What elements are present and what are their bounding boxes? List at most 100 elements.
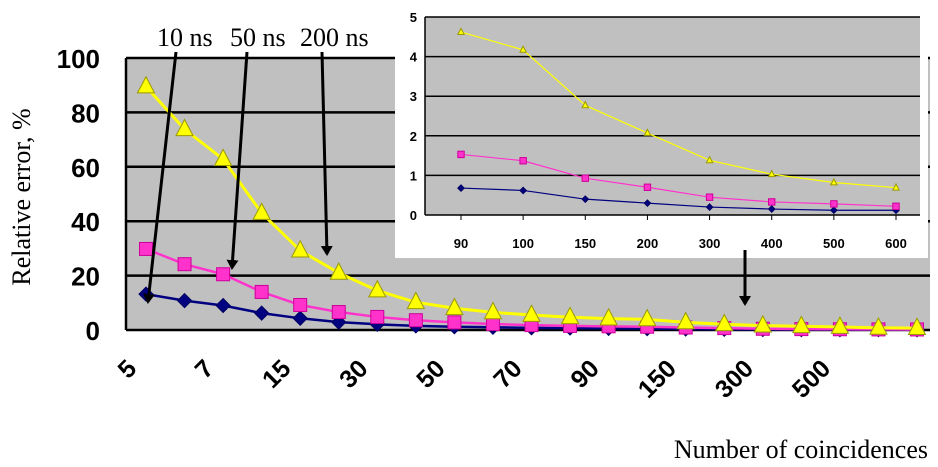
x-tick-label: 7 bbox=[190, 354, 220, 384]
inset-data-point bbox=[768, 198, 776, 206]
y-tick-label: 0 bbox=[86, 316, 100, 346]
inset-x-tick-label: 400 bbox=[761, 236, 783, 251]
inset-y-tick-label: 0 bbox=[410, 208, 417, 223]
x-tick-label: 300 bbox=[710, 354, 759, 403]
inset-plot: 0 1 2 3 4 5 90 100 150 200 300 400 500 600 bbox=[395, 10, 928, 258]
data-point bbox=[447, 315, 462, 330]
x-tick-label: 150 bbox=[633, 354, 682, 403]
inset-plot-area bbox=[425, 17, 920, 215]
annotation-label: 50 ns bbox=[230, 23, 286, 52]
data-point bbox=[175, 118, 194, 137]
data-point bbox=[830, 316, 850, 334]
y-axis-label: Relative error, % bbox=[7, 108, 36, 285]
data-point bbox=[139, 241, 153, 256]
inset-series-200-ns bbox=[456, 27, 901, 191]
inset-y-tick-label: 4 bbox=[410, 50, 418, 65]
data-point bbox=[370, 309, 385, 324]
inset-data-point bbox=[457, 150, 465, 159]
inset-data-point bbox=[581, 174, 589, 182]
x-tick-label: 70 bbox=[488, 354, 527, 393]
inset-x-tick-label: 500 bbox=[823, 236, 845, 251]
inset-data-point bbox=[643, 128, 652, 136]
data-point bbox=[176, 292, 193, 309]
data-point bbox=[290, 239, 310, 258]
y-tick-label: 80 bbox=[71, 98, 100, 128]
inset-series-line bbox=[460, 31, 897, 189]
x-tick-label: 5 bbox=[113, 354, 143, 384]
inset-data-point bbox=[767, 205, 776, 213]
inset-data-point bbox=[519, 157, 527, 165]
data-point bbox=[753, 314, 773, 333]
annotation-label: 10 ns bbox=[157, 23, 213, 52]
inset-data-point bbox=[767, 169, 776, 178]
data-point bbox=[216, 267, 231, 282]
y-tick-label: 60 bbox=[71, 153, 100, 183]
inset-y-tick-label: 2 bbox=[410, 129, 417, 144]
annotations: 10 ns 50 ns 200 ns bbox=[142, 23, 751, 306]
inset-x-tick-label: 150 bbox=[574, 236, 596, 251]
x-axis-label: Number of coincidences bbox=[674, 435, 928, 464]
data-point bbox=[331, 305, 346, 320]
x-tick-label: 50 bbox=[411, 354, 450, 393]
inset-data-point bbox=[891, 182, 901, 191]
y-tick-label: 40 bbox=[71, 207, 100, 237]
inset-series-line bbox=[460, 187, 896, 211]
data-point bbox=[253, 305, 270, 321]
inset-data-point bbox=[519, 186, 528, 195]
data-point bbox=[213, 148, 233, 167]
data-point bbox=[292, 310, 308, 327]
data-point bbox=[445, 297, 464, 316]
data-point bbox=[367, 279, 387, 298]
data-point bbox=[522, 304, 541, 322]
annotation-label: 200 ns bbox=[300, 23, 369, 52]
data-point bbox=[792, 315, 811, 334]
x-tick-label: 15 bbox=[257, 354, 297, 394]
inset-x-tick-label: 90 bbox=[454, 236, 468, 251]
inset-x-tick-label: 100 bbox=[512, 236, 534, 251]
inset-series-10-ns bbox=[457, 184, 900, 215]
inset-y-tick-label: 3 bbox=[410, 89, 417, 104]
inset-data-point bbox=[457, 184, 465, 192]
data-point bbox=[485, 317, 500, 332]
y-tick-label: 100 bbox=[57, 44, 100, 74]
inset-series-line bbox=[460, 153, 897, 207]
inset-series-50-ns bbox=[457, 150, 900, 210]
inset-data-point bbox=[830, 200, 838, 208]
x-tick-label: 30 bbox=[334, 354, 373, 393]
inset-y-tick-label: 5 bbox=[410, 10, 417, 25]
inset-data-point bbox=[705, 203, 714, 211]
inset-x-tick-label: 200 bbox=[637, 236, 659, 251]
inset-data-point bbox=[519, 45, 528, 53]
inset-y-tick-label: 1 bbox=[410, 168, 417, 183]
data-point bbox=[869, 316, 888, 335]
inset-data-point bbox=[581, 100, 590, 109]
inset-data-point bbox=[892, 202, 900, 210]
x-tick-label: 90 bbox=[565, 354, 604, 393]
data-point bbox=[483, 301, 503, 320]
inset-data-point bbox=[643, 199, 652, 208]
series-200-ns bbox=[136, 75, 927, 335]
inset-data-point bbox=[829, 206, 838, 215]
data-point bbox=[637, 308, 657, 327]
data-point bbox=[136, 75, 156, 94]
inset-data-point bbox=[705, 155, 714, 164]
data-point bbox=[252, 202, 271, 220]
data-point bbox=[676, 311, 696, 330]
data-point bbox=[714, 313, 734, 332]
data-point bbox=[177, 257, 192, 272]
data-point bbox=[293, 297, 308, 312]
annotation-arrow bbox=[320, 51, 333, 256]
inset-data-point bbox=[643, 183, 652, 191]
data-point bbox=[215, 297, 231, 314]
inset-data-point bbox=[705, 193, 714, 201]
inset-data-point bbox=[581, 195, 590, 204]
annotation-arrow bbox=[142, 51, 178, 304]
data-point bbox=[329, 262, 349, 280]
x-tick-label: 500 bbox=[787, 354, 836, 403]
data-point bbox=[599, 307, 618, 326]
data-point bbox=[408, 313, 423, 328]
data-point bbox=[907, 317, 927, 335]
inset-data-point bbox=[829, 177, 838, 186]
inset-data-point bbox=[456, 27, 466, 35]
y-tick-label: 20 bbox=[71, 262, 100, 292]
